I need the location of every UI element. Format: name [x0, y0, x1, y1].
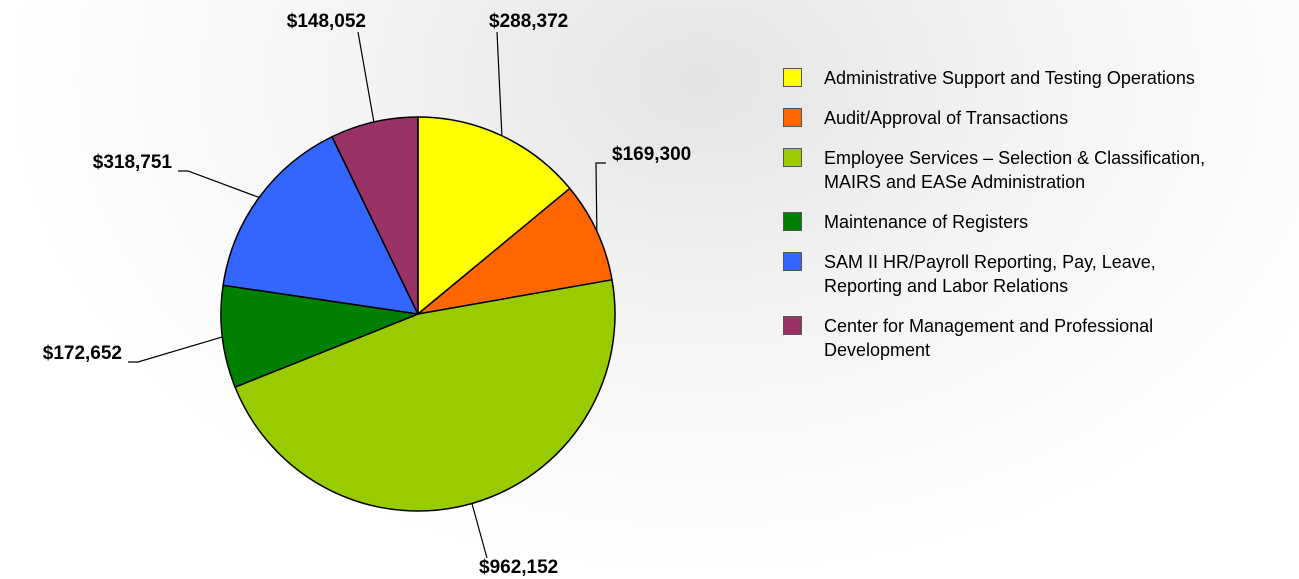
- legend-swatch: [783, 212, 802, 231]
- chart: $288,372 $169,300 $962,152 $172,652 $318,751…: [0, 0, 1299, 579]
- data-label: $962,152: [479, 557, 558, 578]
- leader-line: [128, 337, 222, 362]
- data-label: $318,751: [93, 152, 173, 173]
- legend-label: SAM II HR/Payroll Reporting, Pay, Leave,…: [824, 250, 1156, 298]
- legend: Administrative Support and Testing Opera…: [783, 66, 1293, 378]
- data-label: $169,300: [612, 144, 691, 165]
- legend-swatch: [783, 108, 802, 127]
- legend-label: Administrative Support and Testing Opera…: [824, 66, 1195, 90]
- legend-label: Audit/Approval of Transactions: [824, 106, 1068, 130]
- legend-item: Center for Management and Professional D…: [783, 314, 1293, 362]
- legend-item: Maintenance of Registers: [783, 210, 1293, 234]
- leader-line: [497, 32, 502, 136]
- leader-line: [472, 503, 487, 558]
- legend-swatch: [783, 252, 802, 271]
- leader-line: [596, 163, 606, 231]
- data-label: $288,372: [489, 11, 568, 32]
- data-label: $172,652: [43, 343, 122, 364]
- data-label: $148,052: [287, 11, 366, 32]
- legend-swatch: [783, 148, 802, 167]
- legend-label: Employee Services – Selection & Classifi…: [824, 146, 1205, 194]
- legend-swatch: [783, 68, 802, 87]
- legend-item: Employee Services – Selection & Classifi…: [783, 146, 1293, 194]
- legend-item: SAM II HR/Payroll Reporting, Pay, Leave,…: [783, 250, 1293, 298]
- legend-item: Audit/Approval of Transactions: [783, 106, 1293, 130]
- legend-item: Administrative Support and Testing Opera…: [783, 66, 1293, 90]
- leader-line: [178, 171, 259, 197]
- legend-label: Maintenance of Registers: [824, 210, 1028, 234]
- legend-swatch: [783, 316, 802, 335]
- legend-label: Center for Management and Professional D…: [824, 314, 1153, 362]
- leader-line: [358, 32, 374, 122]
